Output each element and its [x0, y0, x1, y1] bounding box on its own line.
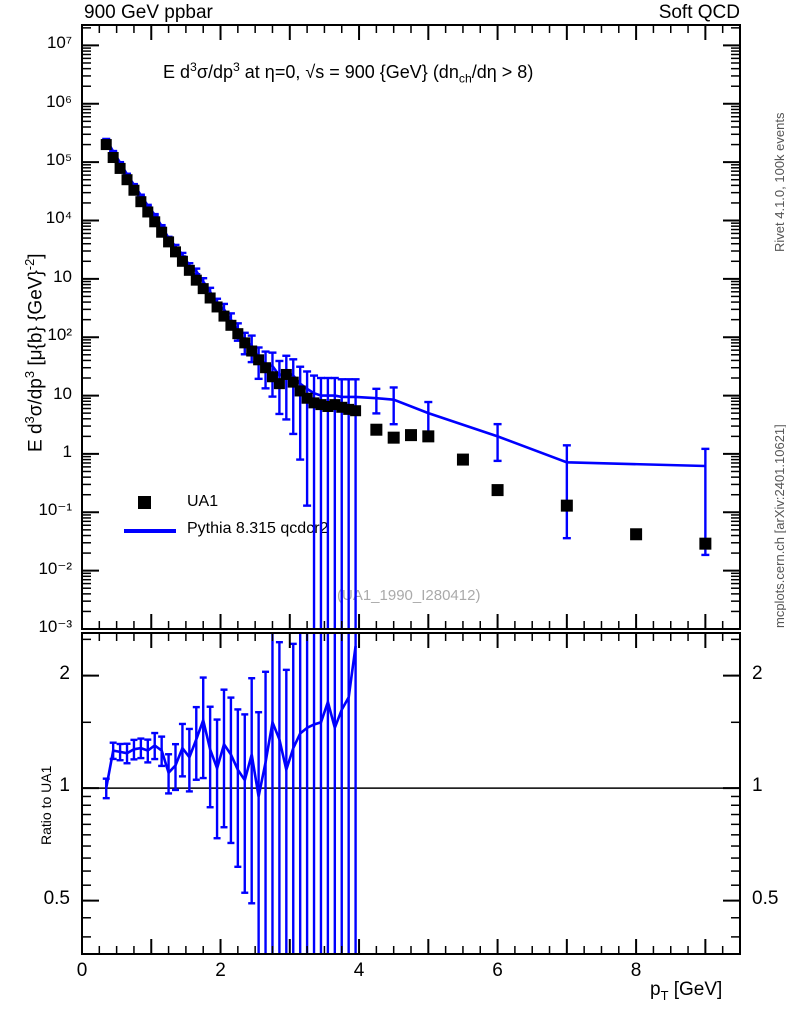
- ratio-error-bar: [283, 670, 290, 1024]
- data-point-marker: [422, 430, 434, 442]
- data-point-marker: [198, 283, 209, 294]
- data-point-marker: [122, 174, 133, 185]
- ratio-error-bar: [262, 672, 269, 988]
- data-point-marker: [108, 152, 119, 163]
- data-point-marker: [405, 429, 417, 441]
- data-point-marker: [163, 236, 174, 247]
- data-point-marker: [115, 163, 126, 174]
- main-plot-area: [101, 139, 712, 1024]
- data-point-marker: [370, 424, 382, 436]
- data-point-marker: [630, 528, 642, 540]
- data-point-marker: [170, 246, 181, 257]
- data-point-marker: [156, 227, 167, 238]
- model-error-bar: [424, 402, 432, 433]
- data-point-marker: [388, 432, 400, 444]
- data-point-marker: [184, 265, 195, 276]
- ratio-error-bar: [220, 690, 227, 828]
- ratio-error-bar: [276, 642, 283, 1018]
- data-point-marker: [699, 538, 711, 550]
- data-point-marker: [492, 484, 504, 496]
- model-error-bar: [109, 151, 117, 152]
- data-point-marker: [457, 454, 469, 466]
- ratio-error-bar: [304, 616, 311, 1024]
- data-point-marker: [128, 185, 139, 196]
- data-point-marker: [101, 139, 112, 150]
- data-point-marker: [135, 196, 146, 207]
- ratio-error-bar: [290, 644, 297, 1024]
- data-point-marker: [149, 216, 160, 227]
- ratio-error-bar: [186, 729, 193, 791]
- model-error-bar: [563, 445, 571, 538]
- ratio-error-bar: [227, 698, 234, 843]
- ratio-error-bar: [269, 629, 276, 968]
- data-point-marker: [561, 500, 573, 512]
- plot-page: 900 GeV ppbar Soft QCD Rivet 4.1.0, 100k…: [0, 0, 786, 1024]
- ratio-plot-area: [82, 433, 740, 1024]
- ratio-error-bar: [241, 714, 248, 892]
- plot-canvas: [0, 0, 786, 1024]
- ratio-error-bar: [248, 678, 255, 903]
- model-curve: [106, 139, 705, 466]
- model-error-bar: [390, 387, 398, 424]
- data-point-marker: [350, 405, 361, 416]
- ratio-panel-frame: [82, 633, 740, 954]
- ratio-error-bar: [255, 712, 262, 981]
- ratio-error-bar: [297, 625, 304, 1024]
- data-point-marker: [142, 206, 153, 217]
- model-error-bar: [372, 389, 380, 414]
- model-error-bar: [494, 424, 502, 461]
- ratio-error-bar: [214, 720, 221, 839]
